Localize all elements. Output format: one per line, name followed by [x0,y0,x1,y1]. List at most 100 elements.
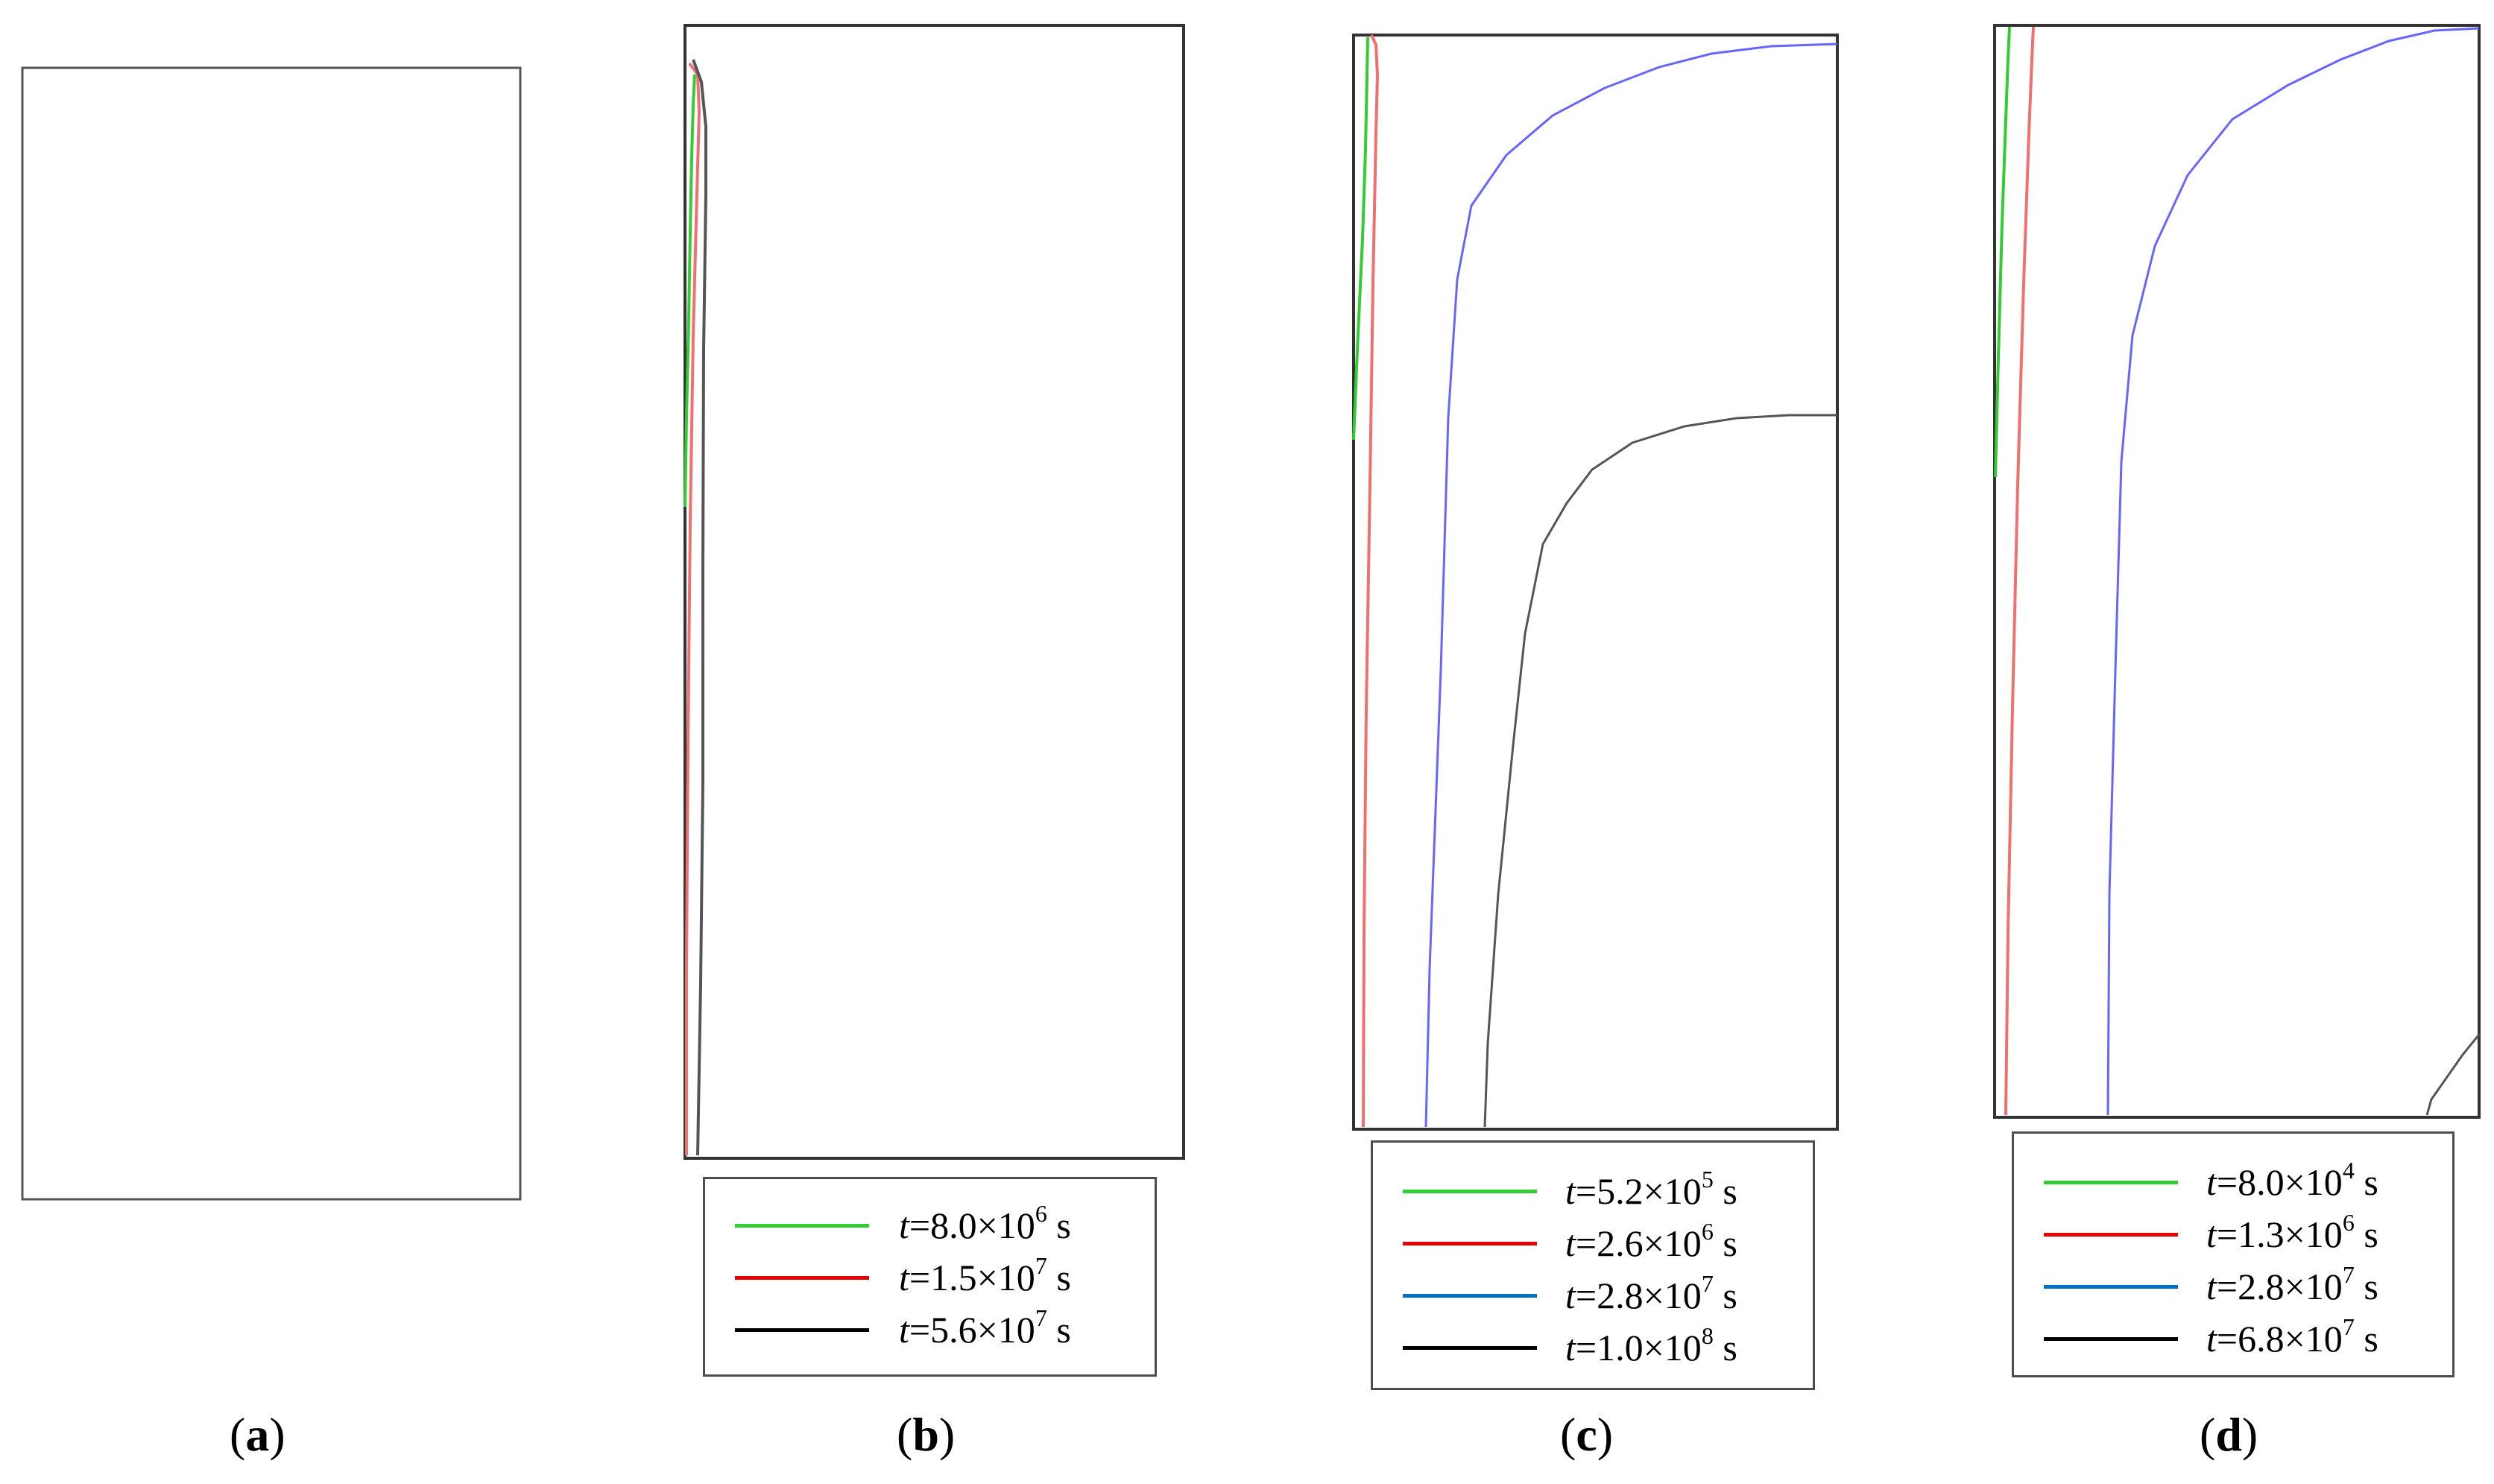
legend-swatch [2044,1233,2178,1237]
panel-d-plot [1993,24,2481,1119]
legend-unit: s [2364,1266,2378,1307]
legend-d-entry: t=2.8×107 s [2014,1261,2452,1309]
legend-swatch [1403,1242,1537,1245]
legend-var: t [1565,1275,1576,1316]
legend-label: t=1.5×107 s [899,1254,1071,1300]
panel-c-curve-blue [1424,42,1838,1128]
legend-var: t [1565,1222,1576,1264]
legend-exponent: 6 [1035,1200,1047,1227]
legend-swatch [735,1276,869,1280]
legend-eq: = [1575,1222,1597,1264]
legend-eq: = [1575,1275,1597,1316]
legend-exponent: 6 [1701,1218,1714,1245]
caption-d: (d) [2200,1408,2258,1461]
panel-b-curve-red [685,62,701,1155]
legend-mantissa: 2.8 [2238,1266,2285,1307]
legend-eq: = [2216,1213,2238,1255]
caption-c: (c) [1560,1408,1614,1461]
legend-label: t=2.8×107 s [2206,1261,2378,1309]
panel-c-domain [1352,34,1839,1131]
legend-mantissa: 1.0 [1597,1327,1644,1368]
legend-var: t [2206,1161,2217,1203]
legend-eq: = [909,1309,931,1351]
panel-d-domain [1993,24,2481,1119]
legend-c: t=5.2×105 s t=2.6×106 s t=2.8×107 s t=1.0×1… [1371,1140,1815,1390]
legend-swatch [1403,1294,1537,1298]
legend-c-entry: t=2.6×106 s [1373,1218,1813,1266]
legend-d: t=8.0×104 s t=1.3×106 s t=2.8×107 s t=6.8×1… [2012,1131,2454,1377]
legend-exponent: 5 [1701,1166,1714,1193]
legend-b: t=8.0×106 s t=1.5×107 s t=5.6×107 s [703,1177,1157,1377]
legend-swatch [735,1224,869,1228]
legend-unit: s [1056,1309,1071,1351]
panel-d-curve-blue [2106,27,2480,1116]
legend-unit: s [1056,1257,1071,1298]
legend-eq: = [2216,1318,2238,1360]
legend-var: t [2206,1213,2217,1255]
legend-eq: = [909,1257,931,1298]
legend-times: ×10 [1643,1327,1702,1368]
legend-unit: s [2364,1318,2378,1360]
legend-label: t=1.3×106 s [2206,1210,2378,1257]
legend-times: ×10 [976,1309,1035,1351]
legend-unit: s [1723,1275,1737,1316]
legend-label: t=8.0×106 s [899,1200,1071,1248]
legend-unit: s [1723,1170,1737,1212]
panel-c-curve-dark [1483,414,1837,1128]
legend-times: ×10 [976,1204,1035,1246]
legend-b-entry: t=1.5×107 s [705,1254,1155,1300]
legend-label: t=5.6×107 s [899,1304,1071,1352]
panel-d-curve-dark [2425,1034,2481,1116]
legend-b-entry: t=5.6×107 s [705,1304,1155,1352]
legend-eq: = [1575,1327,1597,1368]
legend-eq: = [1575,1170,1597,1212]
legend-var: t [899,1257,909,1298]
legend-label: t=8.0×104 s [2206,1157,2378,1204]
legend-mantissa: 8.0 [2238,1161,2285,1203]
legend-times: ×10 [2284,1318,2343,1360]
panel-b-curve-green [684,74,696,508]
legend-mantissa: 8.0 [930,1204,977,1246]
legend-times: ×10 [2284,1266,2343,1307]
legend-c-entry: t=2.8×107 s [1373,1270,1813,1318]
legend-swatch [2044,1285,2178,1289]
legend-var: t [2206,1266,2217,1307]
panel-d-curve-red [2004,26,2035,1116]
legend-label: t=2.6×106 s [1565,1218,1737,1266]
panel-a-domain [21,66,522,1201]
legend-eq: = [2216,1161,2238,1203]
legend-mantissa: 1.5 [930,1257,977,1298]
legend-mantissa: 2.6 [1597,1222,1644,1264]
legend-var: t [2206,1318,2217,1360]
legend-d-entry: t=6.8×107 s [2014,1315,2452,1361]
panel-b-curve-dark [692,59,707,1156]
legend-swatch [1403,1346,1537,1350]
legend-times: ×10 [1643,1222,1702,1264]
legend-mantissa: 6.8 [2238,1318,2285,1360]
legend-label: t=1.0×108 s [1565,1322,1737,1370]
legend-times: ×10 [1643,1275,1702,1316]
legend-swatch [2044,1181,2178,1184]
legend-swatch [1403,1190,1537,1193]
legend-times: ×10 [2284,1213,2343,1255]
caption-a: (a) [230,1408,285,1461]
panel-c-plot [1352,34,1839,1131]
legend-exponent: 7 [1035,1304,1047,1331]
legend-b-entry: t=8.0×106 s [705,1200,1155,1248]
legend-eq: = [2216,1266,2238,1307]
legend-var: t [1565,1170,1576,1212]
panel-c-curve-red [1362,34,1380,1128]
panel-b-plot [684,24,1185,1160]
legend-exponent: 4 [2342,1157,2355,1184]
legend-d-entry: t=1.3×106 s [2014,1210,2452,1257]
legend-unit: s [1056,1204,1071,1246]
legend-exponent: 8 [1701,1322,1714,1349]
legend-exponent: 7 [2342,1261,2355,1288]
legend-exponent: 7 [1701,1270,1714,1297]
legend-times: ×10 [2284,1161,2343,1203]
legend-c-entry: t=1.0×108 s [1373,1322,1813,1370]
legend-swatch [2044,1337,2178,1341]
legend-mantissa: 2.8 [1597,1275,1644,1316]
legend-var: t [1565,1327,1576,1368]
